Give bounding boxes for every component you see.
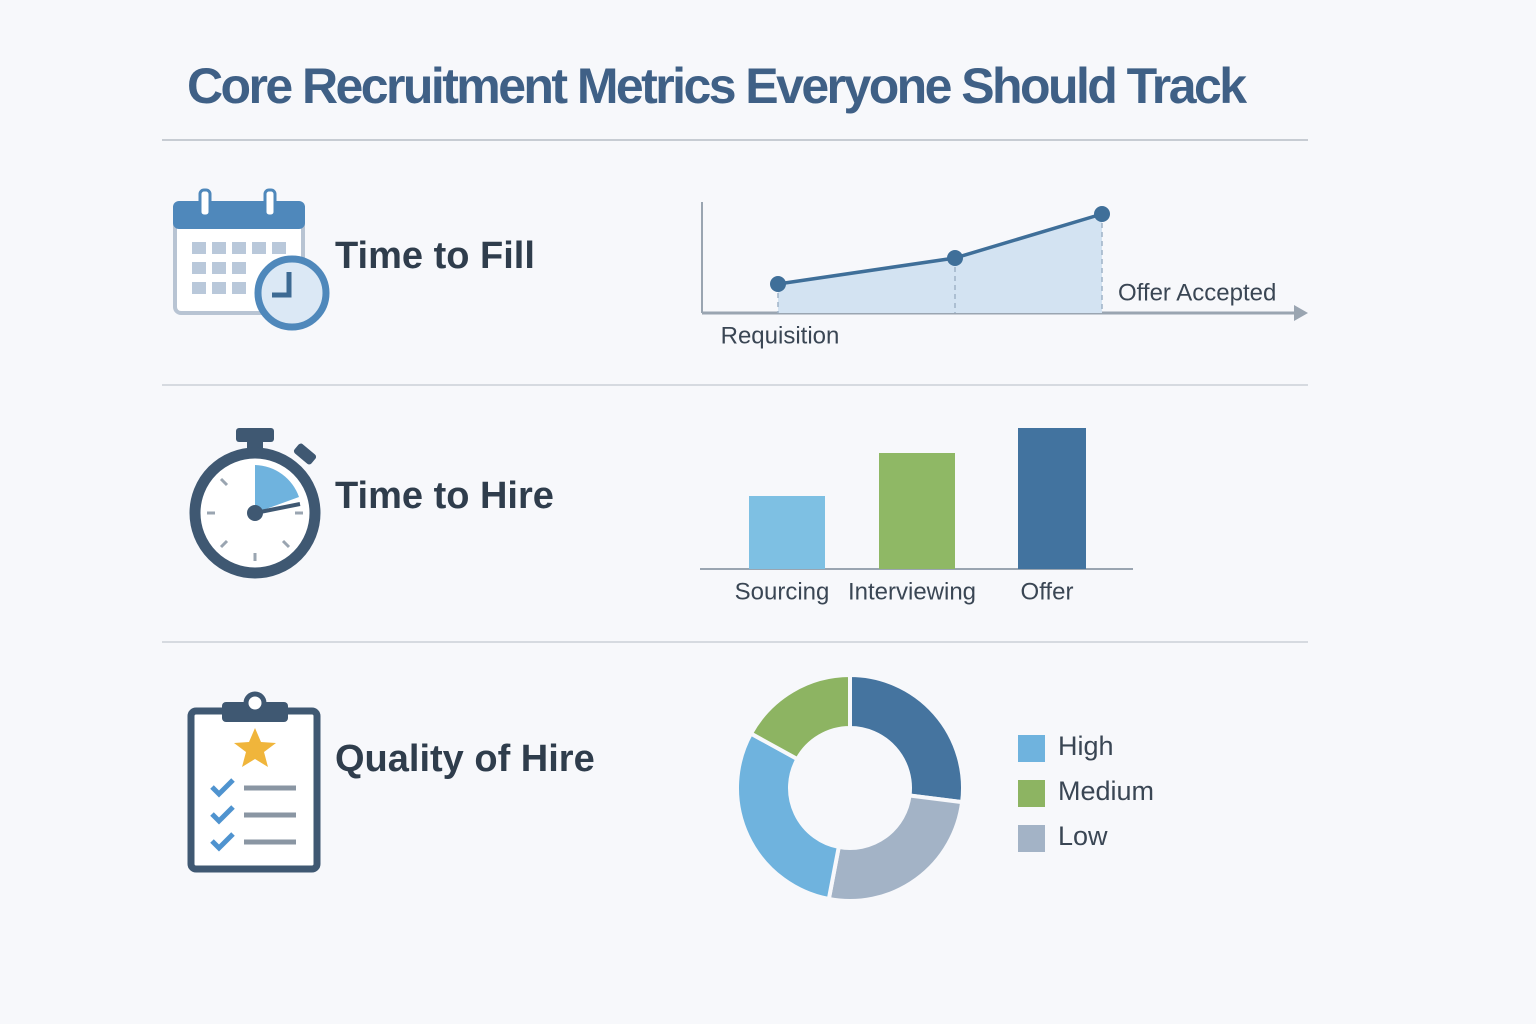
- clipboard-icon: [187, 691, 321, 873]
- x-label: Sourcing: [735, 578, 830, 605]
- axis-arrow: [1294, 305, 1308, 321]
- donut-slice: [735, 730, 842, 902]
- point: [1094, 206, 1110, 222]
- calendar-icon: [173, 188, 330, 331]
- metric-title: Time to Fill: [335, 235, 535, 277]
- point: [770, 276, 786, 292]
- legend-swatch: [1018, 735, 1045, 762]
- stopwatch-icon: [189, 428, 321, 579]
- legend-swatch: [1018, 825, 1045, 852]
- bar: [749, 496, 825, 569]
- legend-label: Medium: [1058, 776, 1154, 806]
- legend-label: Low: [1058, 821, 1108, 851]
- donut-slice: [848, 672, 965, 805]
- donut-slice: [748, 672, 852, 762]
- page-title: Core Recruitment Metrics Everyone Should…: [187, 58, 1247, 114]
- x-label: Offer: [1021, 578, 1074, 605]
- x-label: Offer Accepted: [1118, 279, 1276, 306]
- metric-title: Time to Hire: [335, 475, 554, 517]
- donut-slice: [826, 793, 965, 903]
- metric-title: Quality of Hire: [335, 738, 595, 780]
- bar: [1018, 428, 1086, 569]
- x-label: Requisition: [721, 322, 840, 349]
- legend-label: High: [1058, 731, 1114, 761]
- legend-swatch: [1018, 780, 1045, 807]
- bar: [879, 453, 955, 569]
- point: [947, 250, 963, 266]
- x-label: Interviewing: [848, 578, 976, 605]
